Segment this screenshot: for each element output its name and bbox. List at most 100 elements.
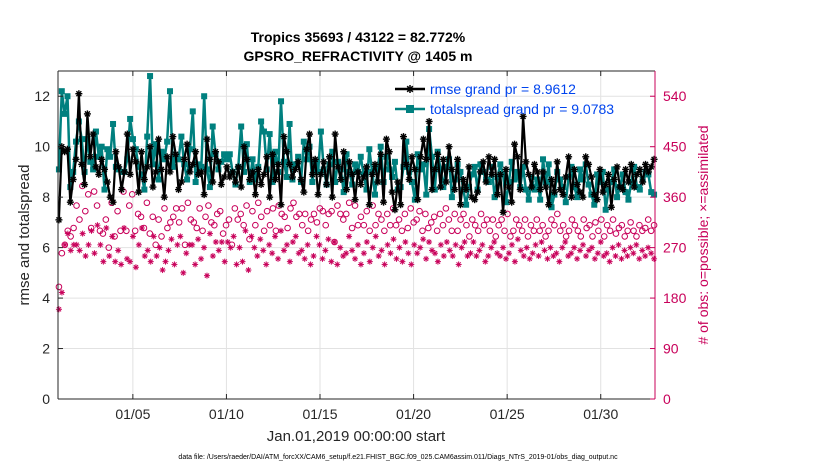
rmse-point-104 [351,196,359,204]
possible-obs-point-49 [199,227,206,235]
x-tick-label-0: 01/05 [115,406,150,422]
totalspread-point-198 [619,171,626,178]
rmse-point-32 [146,143,154,151]
assimilated-obs-point-75 [277,227,284,234]
assimilated-obs-point-62 [239,258,246,265]
rmse-point-143 [462,186,470,194]
assimilated-obs-point-131 [443,239,450,246]
possible-obs-point-119 [404,224,412,232]
assimilated-obs-point-10 [85,241,92,248]
rmse-point-44 [180,155,188,163]
y-tick-label-2: 4 [42,290,50,306]
rmse-point-22 [118,186,126,194]
totalspread-point-209 [651,191,658,198]
assimilated-obs-point-118 [405,250,412,257]
assimilated-obs-point-2 [61,241,68,248]
possible-obs-point-135 [451,210,459,218]
possible-obs-point-13 [93,202,101,209]
possible-obs-point-117 [398,227,406,235]
rmse-point-18 [106,193,114,201]
rmse-point-46 [186,168,194,176]
assimilated-obs-point-192 [624,253,631,260]
rmse-point-90 [311,155,319,163]
possible-obs-series [55,182,658,291]
rmse-point-95 [325,153,333,161]
possible-obs-point-5 [70,224,77,232]
rmse-point-121 [399,133,407,141]
rmse-point-69 [251,191,259,199]
totalspread-point-190 [596,179,603,186]
possible-obs-point-187 [603,221,611,229]
totalspread-point-81 [286,120,293,127]
assimilated-obs-point-77 [283,241,290,248]
rmse-point-146 [471,196,479,204]
totalspread-point-83 [292,161,299,168]
assimilated-obs-point-194 [630,250,637,257]
possible-obs-point-141 [469,216,476,223]
possible-obs-point-130 [436,210,444,218]
rmse-point-33 [149,183,157,191]
assimilated-obs-point-121 [414,250,421,257]
rmse-point-20 [112,148,120,156]
totalspread-point-34 [152,141,159,148]
rmse-point-101 [343,186,351,194]
assimilated-obs-point-123 [420,236,427,243]
x-tick-label-2: 01/15 [302,406,337,422]
totalspread-point-26 [129,136,136,143]
totalspread-point-11 [87,158,94,165]
assimilated-obs-point-3 [64,230,71,237]
rmse-point-156 [499,208,507,216]
possible-obs-point-192 [618,221,626,229]
totalspread-point-118 [391,158,398,165]
assimilated-obs-point-7 [76,247,83,254]
rmse-point-77 [274,160,282,168]
rmse-point-192 [602,181,610,189]
possible-obs-point-25 [128,191,136,198]
rmse-point-180 [567,193,575,201]
assimilated-obs-point-29 [141,253,148,260]
legend-rmse-marker [406,85,414,93]
totalspread-point-97 [332,179,339,186]
assimilated-obs-point-91 [325,236,332,243]
rmse-point-167 [530,160,538,168]
rmse-point-170 [539,168,547,176]
rmse-point-7 [75,90,83,98]
assimilated-obs-point-94 [334,261,341,268]
rmse-point-28 [135,188,143,196]
possible-obs-point-44 [184,199,192,207]
possible-obs-point-57 [222,221,230,229]
rmse-point-190 [596,165,604,173]
totalspread-point-24 [124,156,131,163]
assimilated-obs-point-181 [591,255,598,262]
possible-obs-point-0 [55,283,63,291]
totalspread-point-165 [525,196,532,203]
assimilated-obs-point-53 [212,239,219,246]
rmse-point-196 [613,163,621,171]
totalspread-point-194 [608,179,615,186]
assimilated-obs-point-87 [313,233,320,240]
rmse-point-103 [348,170,356,178]
rmse-point-186 [585,160,593,168]
totalspread-point-177 [559,184,566,191]
possible-obs-point-70 [260,227,268,235]
possible-obs-point-167 [545,227,552,235]
y-axis-label: rmse and totalspread [16,165,33,306]
legend-spread-label: totalspread grand pr = 9.0783 [430,101,614,117]
assimilated-obs-point-142 [476,247,483,254]
rmse-point-129 [422,155,430,163]
rmse-point-34 [152,168,160,176]
totalspread-point-2 [61,110,68,117]
assimilated-obs-point-141 [473,253,480,260]
assimilated-obs-point-165 [544,255,551,262]
assimilated-obs-point-104 [363,239,370,246]
rmse-point-81 [286,160,294,168]
y-tick-label-0: 0 [42,391,50,407]
totalspread-point-196 [614,194,621,201]
possible-obs-point-156 [512,216,520,223]
rmse-point-84 [294,158,302,166]
totalspread-point-42 [175,156,182,163]
totalspread-point-144 [465,184,472,191]
totalspread-point-138 [448,194,455,201]
y-right-tick-label-5: 450 [663,139,687,155]
